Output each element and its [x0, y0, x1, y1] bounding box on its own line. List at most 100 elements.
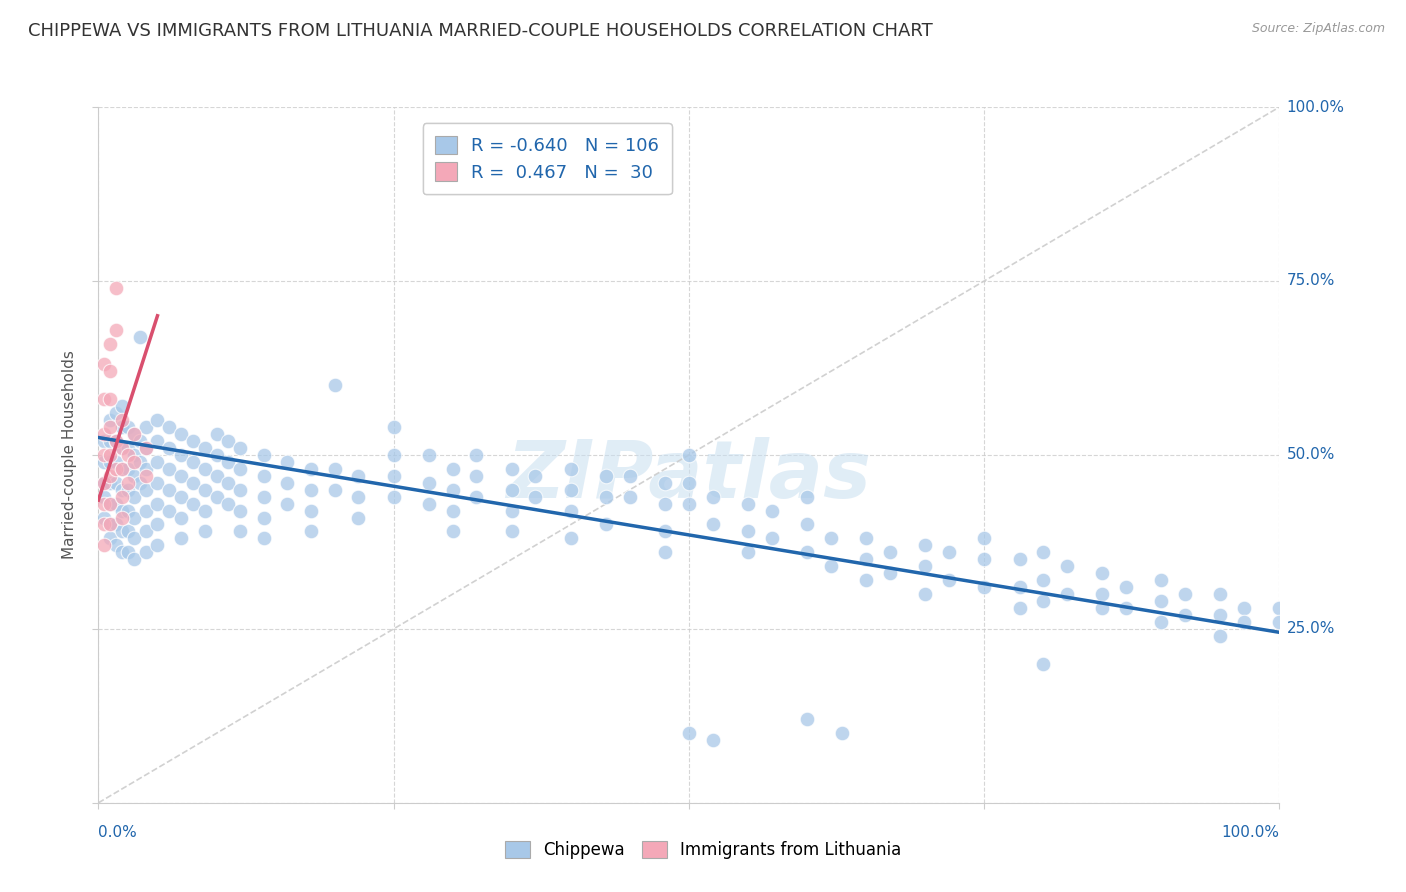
Point [418, 497, 440, 511]
Point [122, 448, 145, 462]
Point [914, 538, 936, 552]
Point [1032, 594, 1054, 608]
Point [111, 462, 134, 476]
Point [194, 462, 217, 476]
Point [1008, 601, 1031, 615]
Point [93, 475, 115, 490]
Point [157, 441, 180, 455]
Text: 100.0%: 100.0% [1222, 825, 1279, 840]
Text: 75.0%: 75.0% [1286, 274, 1334, 288]
Point [441, 524, 464, 539]
Point [205, 490, 228, 504]
Text: 50.0%: 50.0% [1286, 448, 1334, 462]
Point [560, 532, 582, 546]
Point [418, 475, 440, 490]
Point [737, 497, 759, 511]
Point [1091, 587, 1114, 601]
Point [98, 455, 121, 469]
Point [98, 420, 121, 434]
Point [737, 524, 759, 539]
Point [135, 545, 157, 559]
Point [253, 490, 276, 504]
Point [524, 468, 547, 483]
Point [105, 497, 128, 511]
Point [98, 413, 121, 427]
Point [93, 475, 115, 490]
Point [117, 448, 139, 462]
Point [181, 434, 204, 448]
Point [299, 524, 322, 539]
Point [465, 468, 488, 483]
Point [205, 448, 228, 462]
Point [93, 510, 115, 524]
Point [98, 497, 121, 511]
Point [93, 490, 115, 504]
Point [501, 483, 523, 497]
Point [93, 427, 115, 442]
Point [820, 532, 842, 546]
Point [111, 399, 134, 413]
Point [117, 545, 139, 559]
Point [382, 490, 405, 504]
Point [820, 559, 842, 574]
Point [702, 733, 724, 747]
Point [1091, 601, 1114, 615]
Point [595, 468, 617, 483]
Point [111, 420, 134, 434]
Point [93, 358, 115, 372]
Point [855, 552, 877, 566]
Point [879, 545, 901, 559]
Point [938, 573, 960, 587]
Point [105, 517, 128, 532]
Point [105, 462, 128, 476]
Point [1209, 587, 1232, 601]
Point [98, 336, 121, 351]
Text: 100.0%: 100.0% [1286, 100, 1344, 114]
Point [105, 434, 128, 448]
Point [831, 726, 853, 740]
Point [560, 503, 582, 517]
Point [276, 475, 298, 490]
Point [796, 545, 818, 559]
Point [194, 483, 217, 497]
Point [524, 490, 547, 504]
Point [1091, 566, 1114, 581]
Point [299, 503, 322, 517]
Point [229, 524, 252, 539]
Point [194, 524, 217, 539]
Point [111, 524, 134, 539]
Point [135, 441, 157, 455]
Point [654, 524, 676, 539]
Point [93, 448, 115, 462]
Point [1032, 657, 1054, 671]
Point [98, 434, 121, 448]
Point [973, 532, 995, 546]
Point [382, 448, 405, 462]
Point [128, 455, 150, 469]
Point [146, 475, 169, 490]
Point [1233, 601, 1256, 615]
Point [382, 468, 405, 483]
Point [595, 517, 617, 532]
Point [146, 497, 169, 511]
Point [135, 524, 157, 539]
Point [111, 441, 134, 455]
Point [1150, 594, 1173, 608]
Point [105, 538, 128, 552]
Point [105, 475, 128, 490]
Point [501, 524, 523, 539]
Text: ZIPatlas: ZIPatlas [506, 437, 872, 515]
Point [146, 538, 169, 552]
Point [323, 483, 346, 497]
Point [678, 726, 700, 740]
Point [465, 448, 488, 462]
Point [128, 329, 150, 343]
Point [98, 497, 121, 511]
Point [111, 545, 134, 559]
Point [194, 441, 217, 455]
Point [122, 532, 145, 546]
Point [299, 462, 322, 476]
Point [347, 468, 370, 483]
Point [105, 434, 128, 448]
Point [93, 497, 115, 511]
